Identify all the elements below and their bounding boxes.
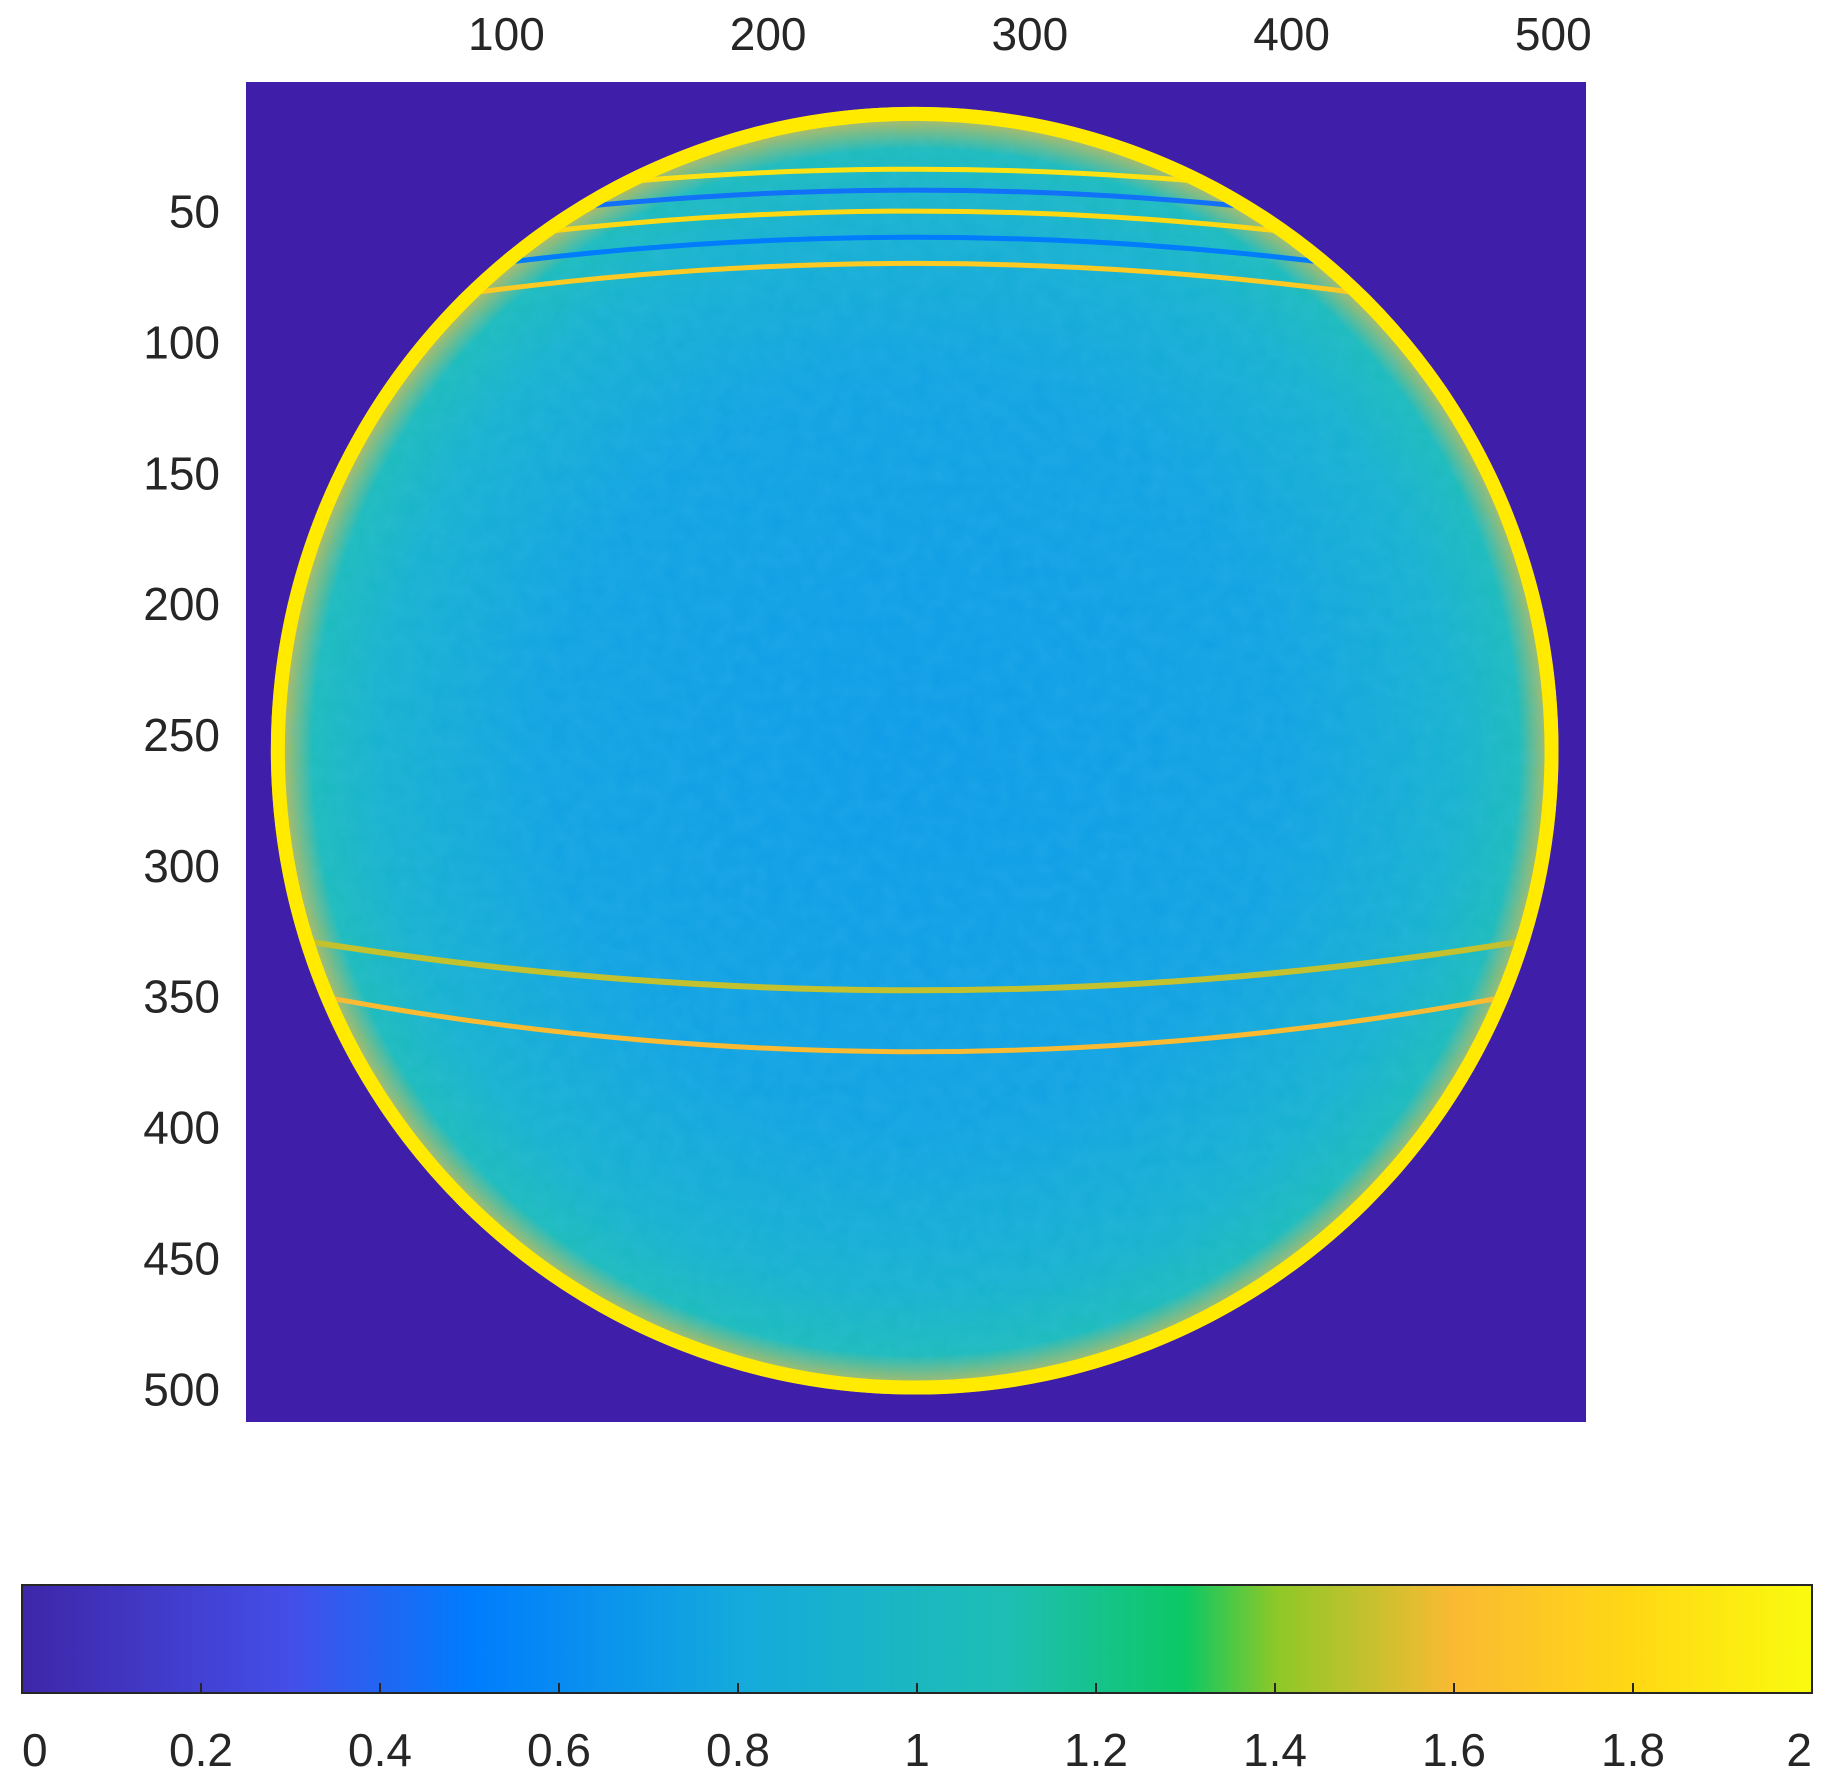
colorbar-tick-label: 2 <box>1786 1724 1812 1776</box>
y-tick-label: 250 <box>143 709 220 761</box>
colorbar-tick-label: 0.4 <box>348 1724 412 1776</box>
x-tick-label: 100 <box>468 8 545 60</box>
y-tick-label: 450 <box>143 1232 220 1284</box>
y-tick-label: 50 <box>169 186 220 238</box>
y-axis-ticks: 50 100 150 200 250 300 350 400 450 500 <box>143 186 220 1416</box>
y-tick-label: 300 <box>143 840 220 892</box>
x-tick-label: 300 <box>991 8 1068 60</box>
colorbar-tick-label: 1.4 <box>1243 1724 1307 1776</box>
y-tick-label: 500 <box>143 1363 220 1415</box>
colorbar-tick-label: 1 <box>904 1724 930 1776</box>
equator-seam-upper <box>270 932 1559 994</box>
colorbar: 0 0.2 0.4 0.6 0.8 1 1.2 1.4 1.6 1.8 2 <box>21 1584 1813 1776</box>
colorbar-tick-label: 1.6 <box>1422 1724 1486 1776</box>
colorbar-tick-label: 0.8 <box>706 1724 770 1776</box>
colorbar-tick-label: 1.2 <box>1064 1724 1128 1776</box>
y-tick-label: 100 <box>143 316 220 368</box>
sphere-texture <box>270 106 1559 1395</box>
y-tick-label: 400 <box>143 1102 220 1154</box>
sphere-rim <box>270 106 1559 1395</box>
colorbar-tick-label: 1.8 <box>1601 1724 1665 1776</box>
colorbar-ticks: 0 0.2 0.4 0.6 0.8 1 1.2 1.4 1.6 1.8 2 <box>22 1683 1812 1776</box>
plot-area <box>246 82 1586 1422</box>
y-tick-label: 200 <box>143 578 220 630</box>
top-streak <box>431 234 1398 275</box>
sphere-region <box>270 106 1559 1395</box>
x-tick-label: 200 <box>730 8 807 60</box>
colorbar-gradient <box>21 1584 1813 1694</box>
colorbar-tick-label: 0 <box>22 1724 48 1776</box>
x-axis-ticks: 100 200 300 400 500 <box>468 8 1592 60</box>
equator-seam-lower <box>270 984 1559 1055</box>
colorbar-tick-label: 0.6 <box>527 1724 591 1776</box>
x-tick-label: 500 <box>1515 8 1592 60</box>
colorbar-tick-label: 0.2 <box>169 1724 233 1776</box>
y-tick-label: 150 <box>143 447 220 499</box>
x-tick-label: 400 <box>1253 8 1330 60</box>
y-tick-label: 350 <box>143 971 220 1023</box>
top-streak <box>431 208 1398 249</box>
top-streak <box>431 260 1398 301</box>
